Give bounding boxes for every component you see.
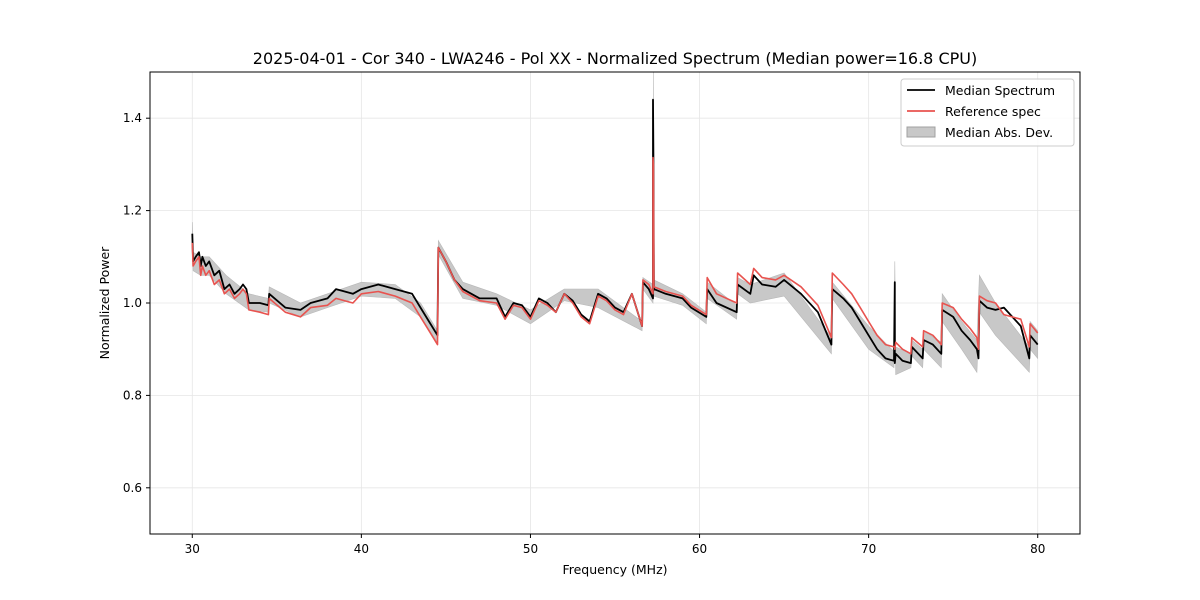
legend-reference-label: Reference spec [945,104,1041,119]
legend: Median Spectrum Reference spec Median Ab… [900,78,1075,147]
x-tick-label: 40 [354,542,369,556]
x-tick-label: 80 [1030,542,1045,556]
x-tick-label: 50 [523,542,538,556]
chart-title: 2025-04-01 - Cor 340 - LWA246 - Pol XX -… [253,49,977,68]
legend-mad-label: Median Abs. Dev. [945,125,1053,140]
x-axis-label: Frequency (MHz) [562,562,667,577]
y-axis-label: Normalized Power [97,246,112,360]
reference-spec-line [191,156,1039,355]
y-tick-label: 0.6 [123,481,142,495]
plot-area [191,72,1039,376]
axis-ticks: 30 40 50 60 70 80 0.6 0.8 1.0 1.2 1.4 [123,111,1045,556]
x-tick-label: 30 [185,542,200,556]
legend-mad-swatch [906,126,936,138]
y-tick-label: 1.4 [123,111,142,125]
y-tick-label: 1.0 [123,296,142,310]
y-tick-label: 1.2 [123,204,142,218]
y-tick-label: 0.8 [123,388,142,402]
legend-box [900,78,1075,147]
x-tick-label: 60 [692,542,707,556]
x-tick-label: 70 [861,542,876,556]
legend-median-label: Median Spectrum [945,83,1055,98]
